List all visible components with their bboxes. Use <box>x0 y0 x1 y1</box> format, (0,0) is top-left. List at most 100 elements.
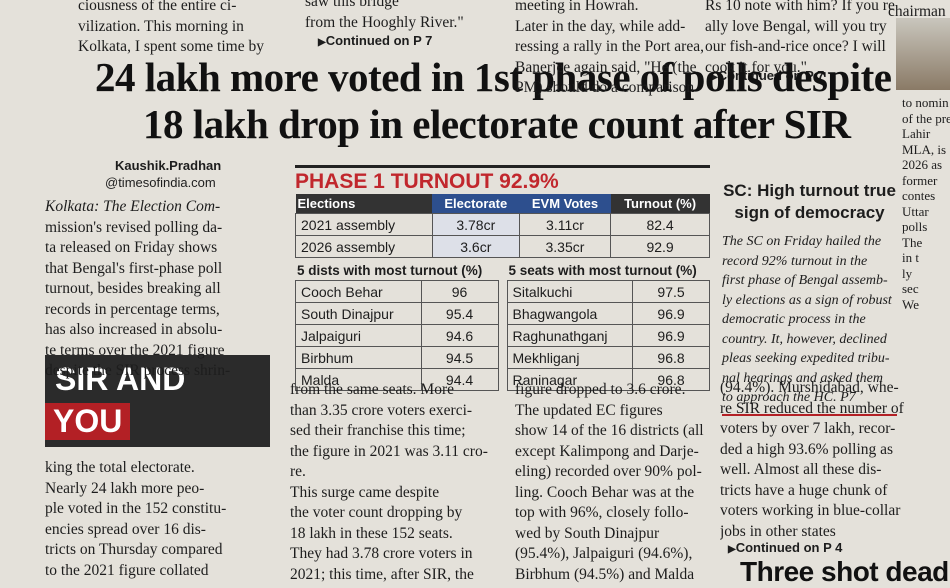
cell: 94.5 <box>420 346 499 369</box>
column-header: Electorate <box>432 194 520 214</box>
text-line: than 3.35 crore voters exerci- <box>290 401 473 419</box>
row: Raghunathganj 96.9 <box>506 324 710 347</box>
text-line: eling) recorded over 90% pol- <box>515 463 702 480</box>
body-line: to approach the HC. P7 <box>722 390 856 405</box>
text-line: has also increased in absolu- <box>45 321 223 338</box>
text-line: Kolkata, I spent some time by <box>78 38 264 55</box>
body-line: nal hearings and asked them <box>722 370 883 386</box>
cell: Sitalkuchi <box>506 280 634 303</box>
text-line: Birbhum (94.5%) and Malda <box>515 565 695 583</box>
cell: 96.8 <box>632 346 710 369</box>
text-line: chairman of <box>888 3 950 20</box>
text-line: jobs in other states <box>720 522 836 540</box>
text-line: contes <box>902 188 936 203</box>
text-line: to the 2021 figure collated <box>45 561 209 579</box>
cell: 92.9 <box>610 235 710 258</box>
text-line: that Bengal's first-phase poll <box>45 259 223 277</box>
text-column: Kolkata: The Election Com-mission's revi… <box>45 197 275 382</box>
text-line: our fish-and-rice once? I will <box>705 38 886 55</box>
column-header: EVM Votes <box>519 194 611 214</box>
text-column: Rs 10 note with him? If you re-ally love… <box>705 0 895 78</box>
headline: 18 lakh drop in electorate count after S… <box>143 101 851 147</box>
text-line: ded a high 93.6% polling as <box>720 440 894 458</box>
text-column: king the total electorate. Nearly 24 lakh… <box>45 458 275 581</box>
text-line: figure dropped to 3.6 crore. <box>515 381 686 398</box>
row: Bhagwangola 96.9 <box>506 302 710 325</box>
sidebar-body: The SC on Friday hailed the record 92% tu… <box>722 232 897 408</box>
text-line: Rs 10 note with him? If you re- <box>705 0 895 14</box>
text-line: well. Almost all these dis- <box>720 461 882 478</box>
header-row: Elections Electorate EVM Votes Turnout (%) <box>295 194 710 214</box>
body-line: pleas seeking expedited tribu- <box>722 351 890 366</box>
text-column: ciousness of the entire ci-vilization. T… <box>78 0 298 58</box>
text-column: figure dropped to 3.6 crore. The updated … <box>515 380 715 585</box>
text-line: The updated EC figures <box>515 401 663 419</box>
text-line: 2026 as <box>902 157 943 172</box>
text-line: Lahir <box>902 126 931 141</box>
row: 2021 assembly 3.78cr 3.11cr 82.4 <box>295 213 710 236</box>
text-line: Kolkata: The Election Com- <box>45 198 221 215</box>
text-line: records in percentage terms, <box>45 300 220 318</box>
text-line: tricts on Thursday compared <box>45 541 223 558</box>
cell: 82.4 <box>610 213 710 236</box>
cell: Birbhum <box>295 346 422 369</box>
headline: 24 lakh more voted in 1st phase of polls… <box>95 54 892 100</box>
cell: 3.11cr <box>518 213 612 236</box>
row: Raninagar 96.8 <box>506 368 710 391</box>
text-line: the voter count dropping by <box>290 504 463 521</box>
text-line: voters by over 7 lakh, recor- <box>720 420 896 437</box>
text-line: ta released on Friday shows <box>45 239 218 256</box>
table-title: PHASE 1 TURNOUT 92.9% <box>295 165 710 194</box>
row: Cooch Behar 96 <box>295 280 499 303</box>
photo <box>896 18 950 90</box>
text-line: from the Hooghly River." <box>305 13 464 31</box>
cell: Malda <box>295 368 422 391</box>
text-line: former <box>902 172 938 188</box>
sidebar-title: SC: High turnout true sign of democracy <box>722 180 897 224</box>
text-line: encies spread over 16 dis- <box>45 520 206 538</box>
cell: 3.78cr <box>431 213 520 236</box>
row: Malda 94.4 <box>295 368 499 391</box>
logo: SIR AND YOU <box>45 355 270 447</box>
text-line: ple voted in the 152 constitu- <box>45 500 227 517</box>
text-line: polls <box>902 219 928 234</box>
cell: Jalpaiguri <box>295 324 422 347</box>
text-line: Banerjee again said, "He (the <box>515 58 697 76</box>
cell: 95.4 <box>420 302 499 325</box>
cell: 3.6cr <box>431 235 520 258</box>
text-line: show 14 of the 16 districts (all <box>515 422 704 439</box>
text-line: voters working in blue-collar <box>720 502 901 519</box>
cell: 2026 assembly <box>295 235 433 258</box>
text-line: 2021; this time, after SIR, the <box>290 565 474 583</box>
text-line: wed by South Dinajpur <box>515 524 660 542</box>
logo-text: SIR AND <box>55 361 186 397</box>
table: Elections Electorate EVM Votes Turnout (%) 2… <box>295 194 710 258</box>
title-line: SC: High turnout true <box>723 181 896 200</box>
column-header: Elections <box>295 194 433 214</box>
next-headline: Three shot dead <box>740 556 949 587</box>
turnout-table: PHASE 1 TURNOUT 92.9% Elections Electorat… <box>295 165 710 391</box>
text-line: meeting in Howrah. <box>515 0 639 14</box>
cell: 96 <box>420 280 499 303</box>
text-line: to nomin <box>902 95 949 110</box>
subtable-title: 5 seats with most turnout (%) <box>508 263 697 278</box>
cell: South Dinajpur <box>295 302 422 325</box>
text-line: We <box>902 296 919 312</box>
text-column: saw this bridge from the Hooghly River." <box>305 0 505 33</box>
body-line: first phase of Bengal assemb- <box>722 273 888 288</box>
text-line: ciousness of the entire ci- <box>78 0 237 14</box>
text-column: (94.4%). Murshidabad, whe-re SIR reduced… <box>720 378 905 542</box>
text-column: meeting in Howrah. Later in the day, whil… <box>515 0 705 99</box>
row: Sitalkuchi 97.5 <box>506 280 710 303</box>
body-line: country. It, however, declined <box>722 331 887 347</box>
text-column: from the same seats. More than 3.35 crore… <box>290 380 508 585</box>
body-line: democratic process in the <box>722 312 866 327</box>
cell: 96.9 <box>632 324 710 347</box>
text-line: Later in the day, while add- <box>515 17 686 35</box>
cell: Raghunathganj <box>506 324 634 347</box>
cell: 97.5 <box>632 280 710 303</box>
text-line: 18 lakh in these 152 seats. <box>290 524 453 542</box>
cell: 94.6 <box>420 324 499 347</box>
text-line: despite the SIR process shrin- <box>45 362 231 379</box>
cell: 2021 assembly <box>295 213 433 236</box>
